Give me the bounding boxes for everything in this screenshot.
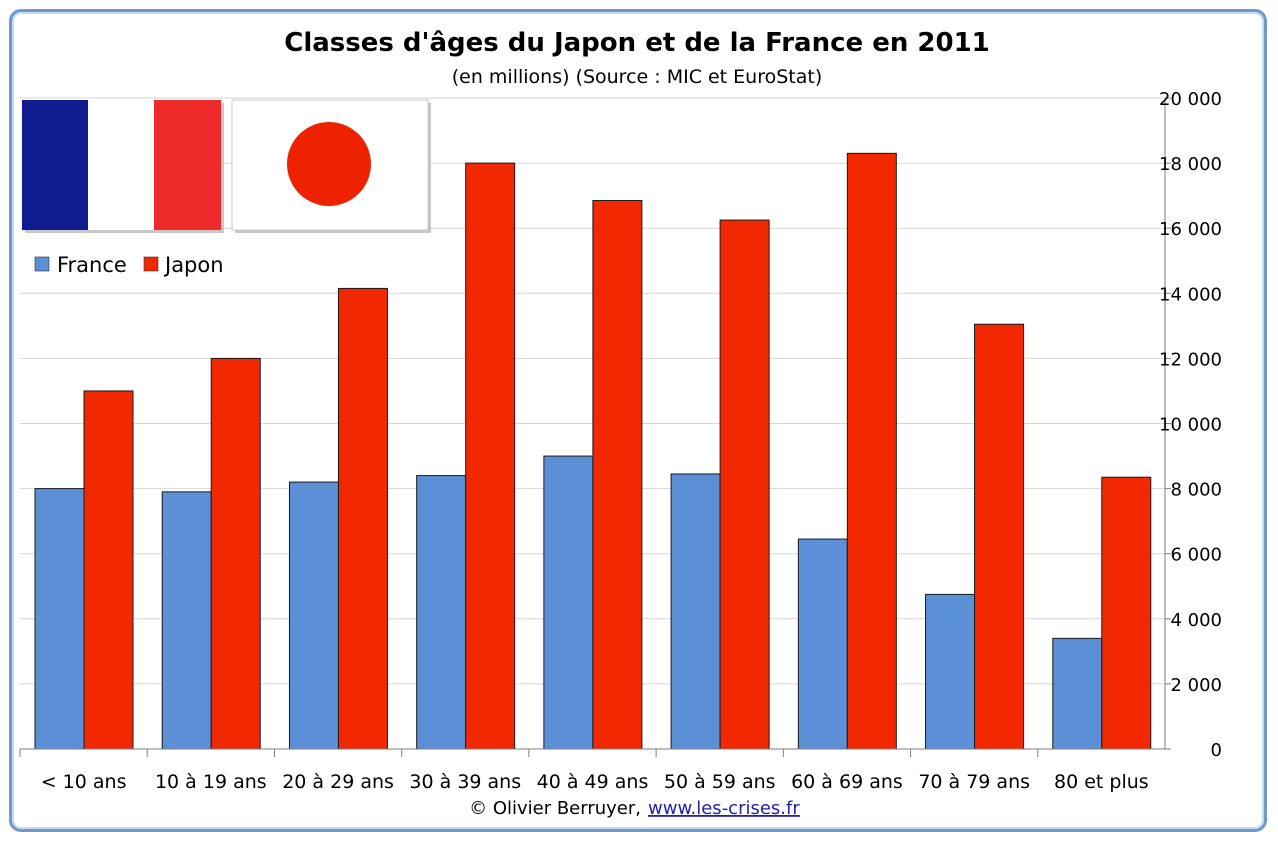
y-tick-label: 12 000 [1159, 349, 1222, 370]
bar-japon-0 [83, 390, 134, 750]
bar-japon-2 [337, 287, 388, 750]
bar-japon-4 [592, 200, 643, 750]
x-tick-label: 40 à 49 ans [537, 771, 649, 793]
x-tick-label: 60 à 69 ans [791, 771, 903, 793]
y-tick-label: 6 000 [1170, 545, 1222, 566]
y-tick-label: 0 [1211, 740, 1222, 761]
legend-label-france: France [57, 253, 127, 277]
bar-japon-6 [846, 152, 897, 750]
bar-france-5 [670, 473, 721, 750]
legend-label-japon: Japon [163, 253, 224, 277]
y-tick-label: 20 000 [1159, 89, 1222, 110]
bar-france-8 [1052, 637, 1103, 750]
bar-japon-5 [719, 219, 770, 750]
x-tick-labels: < 10 ans 10 à 19 ans 20 à 29 ans 30 à 39 an… [41, 771, 1149, 793]
france-flag [22, 100, 224, 233]
bar-france-0 [34, 488, 85, 750]
x-tick-label: < 10 ans [41, 771, 127, 793]
x-tick-label: 10 à 19 ans [155, 771, 267, 793]
bar-japon-8 [1101, 476, 1152, 750]
bar-japon-1 [210, 357, 261, 750]
france-flag-blue-band [22, 100, 88, 230]
y-tick-label: 16 000 [1159, 219, 1222, 240]
y-tick-label: 2 000 [1170, 675, 1222, 696]
bar-japon-7 [974, 323, 1025, 750]
footer-link[interactable]: www.les-crises.fr [648, 798, 800, 819]
x-tick-label: 50 à 59 ans [664, 771, 776, 793]
bars [34, 152, 1152, 750]
x-tick-label: 70 à 79 ans [918, 771, 1030, 793]
y-tick-labels: 0 2 000 4 000 6 000 8 000 10 000 12 000 14 000 1… [1159, 89, 1222, 761]
france-flag-red-band [154, 100, 221, 230]
bar-france-1 [161, 491, 212, 750]
y-tick-label: 18 000 [1159, 154, 1222, 175]
footer-credit: © Olivier Berruyer, [469, 798, 641, 819]
y-tick-label: 10 000 [1159, 415, 1222, 436]
bar-france-6 [797, 538, 848, 750]
axes [19, 97, 1171, 757]
japan-flag-disc [287, 122, 371, 206]
japan-flag [231, 99, 431, 233]
bar-france-4 [543, 455, 594, 750]
bar-france-7 [925, 593, 976, 750]
legend-swatch-france [34, 256, 50, 272]
bar-japon-3 [465, 162, 516, 750]
y-tick-label: 8 000 [1170, 480, 1222, 501]
bar-france-2 [288, 481, 339, 750]
x-tick-label: 20 à 29 ans [282, 771, 394, 793]
france-flag-white-band [88, 100, 154, 230]
y-tick-label: 14 000 [1159, 284, 1222, 305]
legend-swatch-japon [143, 256, 159, 272]
chart-title: Classes d'âges du Japon et de la France … [284, 28, 990, 58]
y-tick-label: 4 000 [1170, 610, 1222, 631]
legend: France Japon [34, 253, 224, 277]
x-tick-label: 80 et plus [1054, 771, 1149, 793]
x-tick-label: 30 à 39 ans [409, 771, 521, 793]
bar-france-3 [416, 475, 467, 750]
chart-subtitle: (en millions) (Source : MIC et EuroStat) [452, 66, 823, 88]
